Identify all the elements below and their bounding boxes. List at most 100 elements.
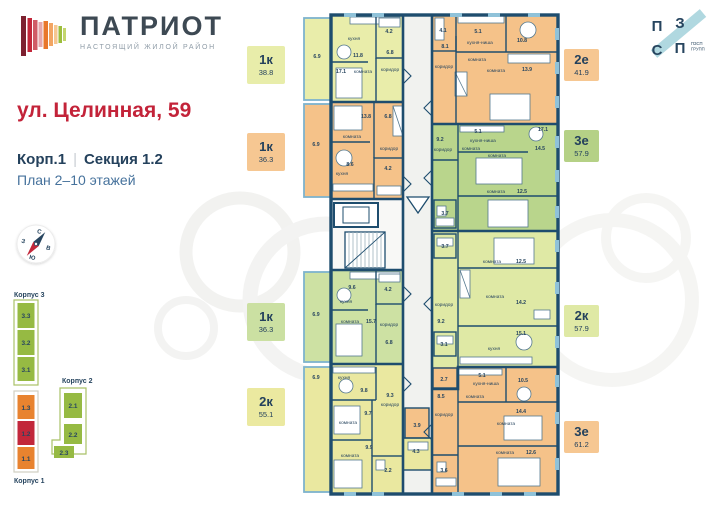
brand-logo: ПАТРИОТ НАСТОЯЩИЙ ЖИЛОЙ РАЙОН xyxy=(20,11,223,62)
room-label: коридор xyxy=(380,323,399,328)
site-map: Корпус 3 3.3 3.2 3.1 Корпус 2 2.1 2.2 2.… xyxy=(13,292,93,485)
section-3-3: 3.3 xyxy=(22,313,31,320)
room-label: 4.1 xyxy=(439,28,446,34)
brand-title: ПАТРИОТ xyxy=(80,11,223,41)
section-3-2: 3.2 xyxy=(22,340,31,347)
windows xyxy=(344,13,559,496)
unit-badge-left-2: 1к 36.3 xyxy=(247,133,285,171)
room-label: комната xyxy=(466,395,484,400)
room-label: кухня xyxy=(340,300,353,305)
room-label: 6.9 xyxy=(313,54,320,60)
unit-badge-left-1: 1к 38.8 xyxy=(247,46,285,84)
room-label: коридор xyxy=(435,413,454,418)
unit-type: 3е xyxy=(574,133,589,148)
section-3-1: 3.1 xyxy=(22,367,31,374)
room-label: 4.2 xyxy=(385,29,392,35)
unit-badge-right-2: 3е 57.9 xyxy=(564,130,599,162)
entrance-arrow xyxy=(405,196,431,215)
section-2-3: 2.3 xyxy=(60,450,69,457)
pzsp-letter-p2: П xyxy=(675,40,686,57)
stair-core xyxy=(333,196,431,269)
room-label: 3.7 xyxy=(441,244,448,250)
room-labels: 6.9 кухня 4.2 11.8 17.1 комната 6.8 кори… xyxy=(312,28,548,474)
korpus3-sections: 3.3 3.2 3.1 xyxy=(17,303,35,381)
room-label: 6.9 xyxy=(312,142,319,148)
address-title: ул. Целинная, 59 xyxy=(17,99,192,122)
room-label: 8.1 xyxy=(441,44,448,50)
room-label: 17.1 xyxy=(336,69,346,75)
room-label: комната xyxy=(341,454,359,459)
room-label: 14.2 xyxy=(516,300,526,306)
room-label: кухня xyxy=(336,172,349,177)
unit-area: 41.9 xyxy=(574,68,589,77)
compass-east: В xyxy=(45,245,51,252)
pzsp-letter-s: С xyxy=(652,42,663,59)
room-label: комната xyxy=(343,135,361,140)
unit-type: 2к xyxy=(259,394,273,409)
room-label: 8.6 xyxy=(346,162,353,168)
pzsp-stripe xyxy=(650,9,707,58)
unit-area: 57.9 xyxy=(574,149,589,158)
room-label: 4.2 xyxy=(384,287,391,293)
room-label: 9.9 xyxy=(365,445,372,451)
apartment-a1-labels: 6.9 кухня 4.2 11.8 17.1 комната 6.8 кори… xyxy=(313,29,399,75)
room-label: комната xyxy=(487,69,505,74)
room-label: 6.8 xyxy=(385,340,392,346)
unit-badge-left-3: 1к 36.3 xyxy=(247,303,285,341)
room-label: 14.4 xyxy=(516,409,526,415)
unit-badge-right-4: 3е 61.2 xyxy=(564,421,599,453)
room-label: комната xyxy=(462,147,480,152)
furniture xyxy=(332,15,551,489)
pzsp-logo: П З С П ПЗСП ГРУПП xyxy=(650,9,707,59)
room-label: 12.6 xyxy=(526,450,536,456)
apartment-b4-labels: 2.7 5.1 кухня-ниша 10.5 комната 8.5 кори… xyxy=(413,373,536,474)
room-label: 8.5 xyxy=(437,394,444,400)
unit-type: 2к xyxy=(574,308,589,323)
building-section-line: Корп.1 | Секция 1.2 xyxy=(17,151,163,168)
section-2-1: 2.1 xyxy=(69,403,78,410)
unit-type: 3е xyxy=(574,424,589,439)
section-2-2: 2.2 xyxy=(69,432,78,439)
balconies xyxy=(303,17,332,493)
room-label: комната xyxy=(497,422,515,427)
pzsp-caption-1: ПЗСП xyxy=(691,41,703,46)
pzsp-letter-z: З xyxy=(675,15,684,32)
room-label: кухня xyxy=(338,376,351,381)
room-label: кухня-ниша xyxy=(470,139,496,144)
apartment-a2-labels: 6.9 13.8 комната 6.8 коридор 8.6 кухня 4… xyxy=(312,114,398,177)
unit-badge-left-4: 2к 55.1 xyxy=(247,388,285,426)
closets xyxy=(392,71,471,299)
compass-south: Ю xyxy=(28,255,36,262)
room-label: кухня-ниша xyxy=(467,41,493,46)
room-label: кухня xyxy=(348,37,361,42)
unit-type: 1к xyxy=(259,52,273,67)
brand-text: ПАТРИОТ НАСТОЯЩИЙ ЖИЛОЙ РАЙОН xyxy=(80,11,223,51)
room-label: 6.8 xyxy=(386,50,393,56)
unit-type: 2е xyxy=(574,52,589,67)
room-label: коридор xyxy=(380,147,399,152)
section-1-1: 1.1 xyxy=(22,456,31,463)
korpus3-label: Корпус 3 xyxy=(14,292,45,299)
room-label: 4.3 xyxy=(412,449,419,455)
room-label: коридор xyxy=(435,303,454,308)
building-label: Корп.1 xyxy=(17,151,67,168)
korpus1-label: Корпус 1 xyxy=(14,478,45,485)
apartment-a4-labels: 6.9 кухня 9.8 9.3 коридор комната 9.7 ко… xyxy=(312,375,419,474)
unit-area: 36.3 xyxy=(258,325,274,334)
room-label: комната xyxy=(488,154,506,159)
room-label: кухня xyxy=(488,347,501,352)
unit-area: 55.1 xyxy=(258,410,274,419)
compass-west: З xyxy=(20,239,25,246)
room-label: комната xyxy=(487,190,505,195)
unit-area: 57.9 xyxy=(574,324,589,333)
room-label: 3.6 xyxy=(440,468,447,474)
compass-needle xyxy=(26,232,46,256)
room-label: 6.9 xyxy=(312,375,319,381)
room-label: комната xyxy=(354,70,372,75)
unit-area: 38.8 xyxy=(258,68,274,77)
brand-tagline: НАСТОЯЩИЙ ЖИЛОЙ РАЙОН xyxy=(80,43,216,51)
room-label: 4.2 xyxy=(384,166,391,172)
room-label: комната xyxy=(339,421,357,426)
unit-badge-right-3: 2к 57.9 xyxy=(564,305,599,337)
